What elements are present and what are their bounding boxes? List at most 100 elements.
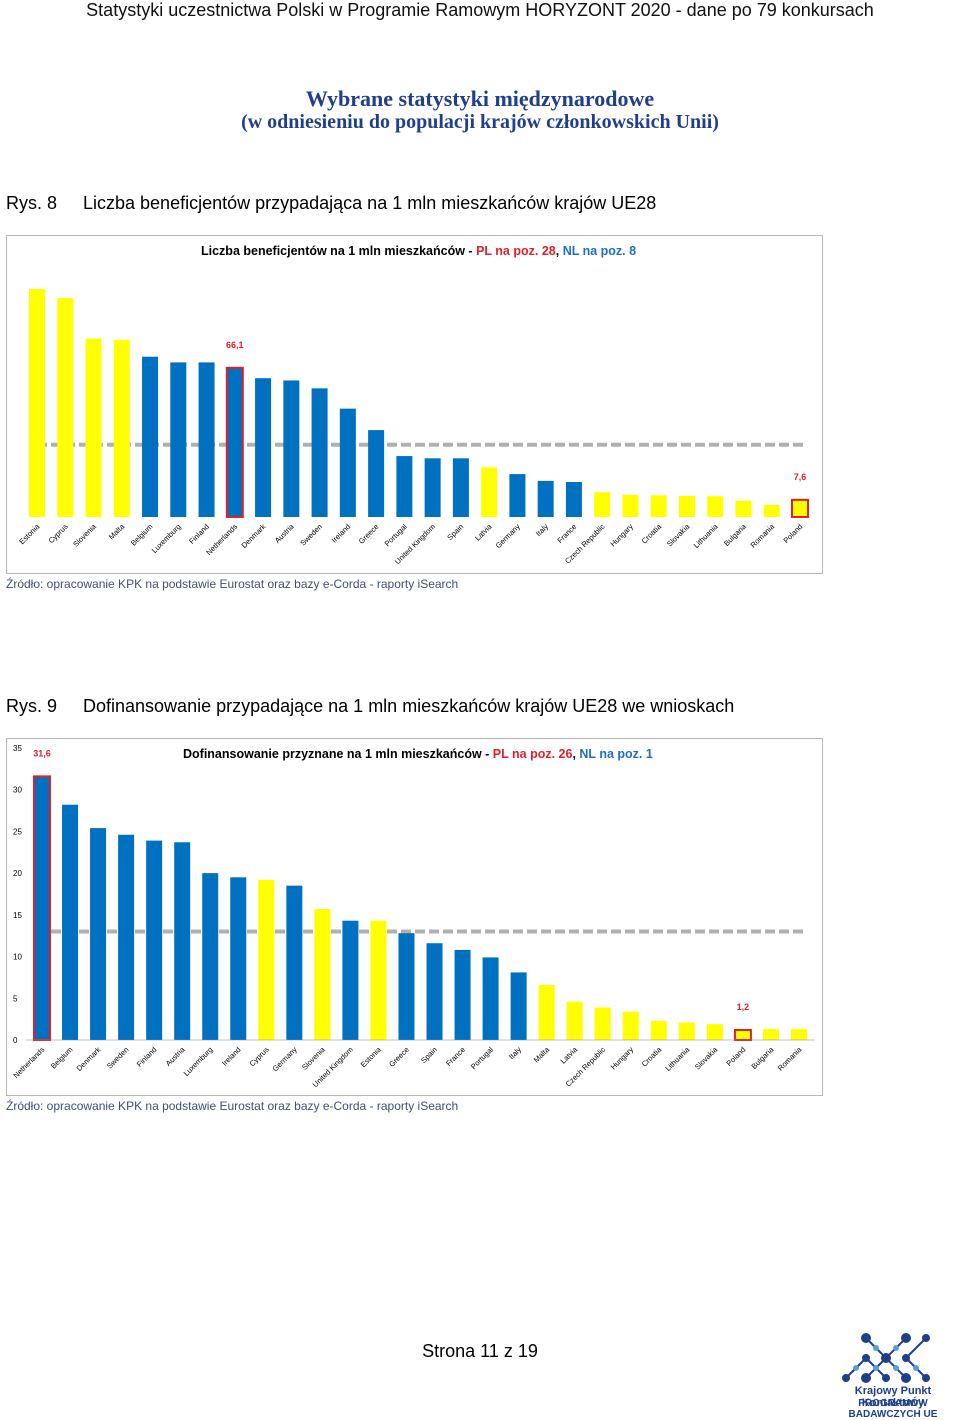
page-header: Statystyki uczestnictwa Polski w Program… [86,0,874,20]
x-tick-label: Greece [357,522,381,546]
x-tick-label: Slovenia [71,521,98,548]
x-tick-label: Malta [107,521,127,541]
data-label: 1,2 [737,1002,750,1012]
x-tick-label: Greece [387,1045,411,1069]
figure-label-9: Rys. 9 [6,696,58,716]
bar-belgium [142,356,159,517]
bar-united-kingdom [342,920,359,1040]
bar-france [454,949,471,1040]
bar-poland [733,1028,752,1042]
bar-malta [113,339,130,517]
x-tick-label: Estonia [359,1044,384,1069]
bar-greece [368,430,385,517]
bar-croatia [650,1020,667,1040]
kpk-logo-icon [842,1333,930,1383]
x-tick-label: Latvia [559,1044,580,1065]
bar-finland [198,362,215,517]
x-tick-label: Ireland [330,522,353,545]
x-tick-label: Hungary [609,1045,636,1072]
bar-greece [398,933,415,1040]
x-tick-label: Estonia [17,521,42,546]
chart-title: Dofinansowanie przyznane na 1 mln mieszk… [183,747,653,761]
bar-cyprus [57,298,74,517]
bar-hungary [622,1011,639,1040]
figure-source-9: Źródło: opracowanie KPK na podstawie Eur… [6,1099,459,1113]
bar-italy [537,480,554,517]
logo-text-line1: Krajowy Punkt Kontaktowy [854,1385,932,1409]
bar-austria [174,842,191,1040]
y-tick-label: 20 [13,869,22,878]
figure-source-8: Źródło: opracowanie KPK na podstawie Eur… [6,577,459,591]
bar-sweden [118,834,135,1040]
x-tick-label: Portugal [469,1045,495,1071]
bar-ireland [230,877,247,1040]
x-tick-label: Romania [776,1044,804,1072]
x-tick-label: Austria [273,521,296,544]
x-tick-label: Spain [419,1045,439,1065]
bar-poland [791,498,809,518]
x-tick-label: Slovakia [665,521,692,548]
section-subtitle: (w odniesieniu do populacji krajów człon… [241,111,719,133]
bar-portugal [482,957,499,1040]
x-tick-label: Romania [749,521,777,549]
bar-spain [426,943,443,1040]
bar-lithuania [707,496,724,517]
bar-portugal [396,456,413,517]
x-tick-label: Austria [164,1044,187,1067]
chart-beneficiaries: Liczba beneficjentów na 1 mln mieszkańcó… [6,235,823,574]
x-tick-label: Italy [534,522,550,538]
y-tick-label: 25 [13,827,22,836]
logo-text-line2: PROGRAMÓW BADAWCZYCH UE [848,1398,938,1420]
chart-funding: Dofinansowanie przyznane na 1 mln mieszk… [6,738,823,1096]
y-tick-label: 15 [13,911,22,920]
chart-title: Liczba beneficjentów na 1 mln mieszkańcó… [201,244,636,258]
bar-spain [452,458,469,517]
bar-slovakia [706,1024,723,1040]
bar-sweden [311,388,328,517]
bar-malta [538,984,555,1040]
x-tick-label: Bulgaria [722,521,748,547]
y-tick-label: 30 [13,786,22,795]
x-tick-label: Luxemburg [150,522,183,555]
bar-romania [763,505,780,517]
bar-luxemburg [202,873,219,1040]
x-tick-label: Sweden [105,1045,131,1071]
data-label: 66,1 [226,340,244,350]
x-tick-label: Germany [271,1045,299,1073]
kpk-logo: Krajowy Punkt Kontaktowy PROGRAMÓW BADAW… [826,1330,960,1420]
y-tick-label: 10 [13,953,22,962]
bar-luxemburg [170,362,187,517]
x-tick-label: Belgium [49,1045,75,1071]
x-tick-label: France [444,1045,467,1068]
x-tick-label: Italy [507,1045,523,1061]
x-tick-label: Poland [724,1045,747,1068]
data-label: 7,6 [794,472,807,482]
x-tick-label: Germany [494,522,522,550]
x-tick-label: Cyprus [248,1045,271,1068]
bar-germany [509,474,526,517]
x-tick-label: Latvia [473,521,494,542]
bar-estonia [29,289,45,517]
bar-belgium [62,804,79,1040]
bar-slovakia [678,496,695,517]
x-tick-label: Finland [187,522,211,546]
bar-romania [791,1029,807,1040]
bar-germany [286,885,303,1040]
bar-bulgaria [735,500,752,517]
x-tick-label: Croatia [640,521,664,545]
bar-cyprus [258,879,275,1040]
x-tick-label: France [555,522,578,545]
bar-italy [510,972,527,1040]
x-tick-label: Slovenia [300,1044,327,1071]
x-tick-label: Croatia [640,1044,664,1068]
x-tick-label: Ireland [220,1045,243,1068]
bar-united-kingdom [424,458,441,517]
x-tick-label: Cyprus [47,522,70,545]
bar-ireland [339,408,356,517]
bar-estonia [370,920,387,1040]
bar-bulgaria [762,1029,779,1040]
x-tick-label: Belgium [129,522,155,548]
page-number: Strona 11 z 19 [422,1341,538,1361]
bar-austria [283,380,300,517]
bar-lithuania [678,1022,695,1040]
